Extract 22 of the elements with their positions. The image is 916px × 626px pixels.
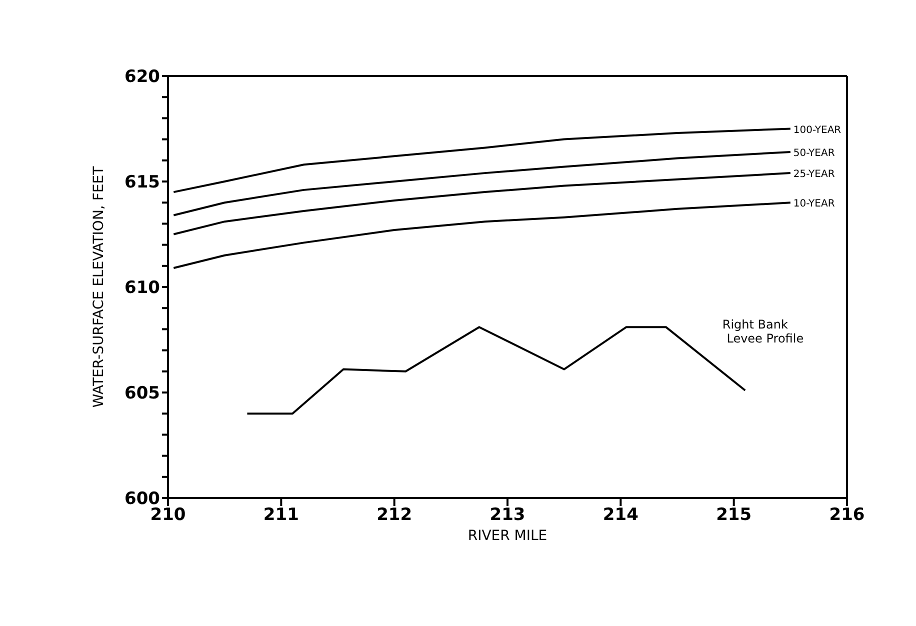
y-tick-label: 605 [124,384,160,404]
y-tick-label: 610 [124,278,160,298]
x-tick-label: 211 [263,505,299,526]
line-series [172,150,792,216]
series-label: 50-YEAR [793,148,835,159]
x-tick-label: 215 [716,505,752,526]
line-series [172,128,792,194]
x-tick-label: 212 [376,505,412,526]
y-tick-label: 615 [124,172,160,193]
x-tick-label: 213 [490,505,526,526]
series-label: 25-YEAR [793,169,835,180]
x-tick-label: 216 [829,505,865,526]
x-axis-title: RIVER MILE [468,528,548,544]
line-series [172,172,792,236]
y-axis-title: WATER-SURFACE ELEVATION, FEET [90,166,107,408]
y-tick-label: 620 [124,67,160,88]
series-label: Right Bank Levee Profile [722,317,804,346]
x-tick-label: 214 [602,505,639,526]
x-tick-label: 210 [150,505,186,526]
series-label: 100-YEAR [793,124,842,136]
series-label: 10-YEAR [793,198,835,210]
line-series [172,202,792,270]
